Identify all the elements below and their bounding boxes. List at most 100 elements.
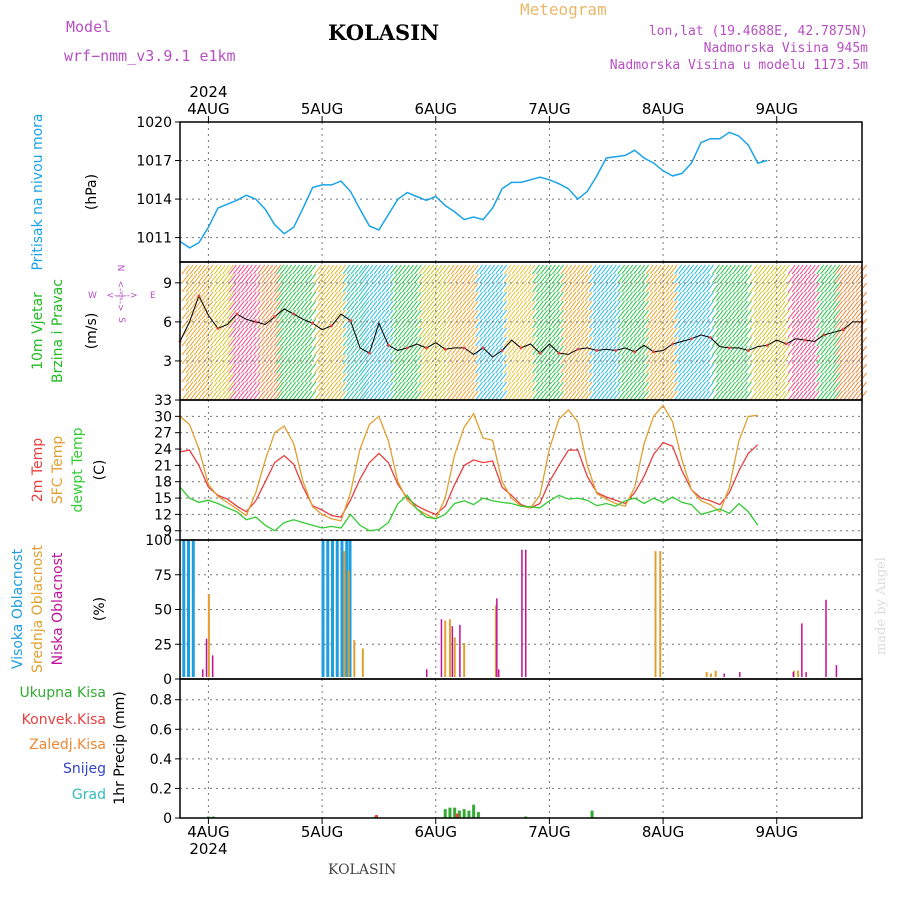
wind-barb [847, 372, 856, 383]
wind-barb [847, 345, 856, 356]
wind-barb [536, 300, 544, 311]
wind-barb [851, 381, 860, 392]
wind-barb [706, 354, 714, 365]
wind-barb [373, 381, 382, 392]
wind-barb [584, 291, 593, 302]
wind-speed-point [803, 338, 807, 342]
wind-barb [835, 381, 844, 392]
wind-barb [832, 327, 841, 338]
wind-barb [217, 372, 226, 383]
wind-barb [373, 291, 382, 302]
wind-barb [269, 363, 278, 374]
wind-barb [588, 309, 597, 320]
wind-barb [690, 291, 698, 302]
wind-barb [507, 264, 516, 275]
wind-barb [744, 390, 752, 401]
wind-barb [765, 372, 774, 383]
wind-barb [361, 336, 370, 347]
wind-barb [612, 300, 621, 311]
wind-barb [584, 381, 593, 392]
wind-barb [405, 345, 414, 356]
wind-barb [434, 282, 443, 293]
wind-barb [434, 264, 443, 275]
wind-barb [584, 336, 593, 347]
wind-barb [442, 363, 451, 374]
wind-barb [330, 282, 339, 293]
wind-barb [828, 318, 837, 329]
wind-barb [665, 372, 674, 383]
wind-barb [284, 372, 293, 383]
wind-barb [499, 282, 508, 293]
wind-barb [706, 390, 714, 401]
wind-barb [698, 309, 706, 320]
wind-barb [824, 264, 833, 275]
wind-barb [193, 309, 202, 320]
wind-barb [358, 390, 367, 401]
wind-barb [201, 309, 210, 320]
wind-barb [265, 282, 274, 293]
wind-barb [777, 300, 786, 311]
wind-barb [350, 273, 359, 284]
wind-barb [678, 381, 686, 392]
wind-barb [633, 291, 642, 302]
wind-barb [413, 327, 422, 338]
wind-barb [568, 354, 577, 365]
wind-barb-band [816, 264, 841, 401]
wind-barb [450, 336, 459, 347]
wind-barb [712, 354, 720, 365]
wind-barb [728, 282, 736, 293]
wind-barb [252, 291, 261, 302]
wind-barb [669, 345, 678, 356]
wind-barb [807, 372, 816, 383]
convective-rain-bar [455, 813, 459, 818]
wind-barb [358, 381, 367, 392]
wind-barb [487, 336, 496, 347]
wind-barb [507, 300, 516, 311]
wind-barb [649, 282, 658, 293]
wind-barb [665, 381, 674, 392]
wind-barb [342, 309, 351, 320]
wind-barb [584, 300, 593, 311]
wind-barb [314, 318, 323, 329]
wind-barb [466, 336, 475, 347]
wind-barb [584, 327, 593, 338]
wind-barb [232, 318, 241, 329]
wind-barb [422, 372, 431, 383]
wind-barb [240, 318, 249, 329]
compass-arrow-horizontal: <--|--> [106, 291, 137, 301]
wind-barb [698, 291, 706, 302]
wind-barb [248, 336, 257, 347]
wind-barb [495, 309, 504, 320]
wind-barb [265, 354, 274, 365]
wind-barb [851, 372, 860, 383]
wind-barb [661, 300, 670, 311]
wind-barb [225, 291, 234, 302]
wind-barb [422, 300, 431, 311]
wind-barb [450, 309, 459, 320]
wind-barb [491, 291, 500, 302]
wind-barb [244, 381, 253, 392]
wind-barb [458, 327, 467, 338]
wind-barb [787, 372, 796, 383]
wind-barb [724, 327, 732, 338]
sfc-temp-line [179, 404, 758, 522]
wind-barb [314, 363, 323, 374]
wind-barb [288, 264, 297, 275]
wind-barb [732, 291, 740, 302]
wind-barb [645, 291, 654, 302]
wind-barb [544, 309, 552, 320]
wind-barb [777, 318, 786, 329]
wind-barb [702, 300, 710, 311]
wind-speed-point [330, 324, 333, 328]
wind-barb [257, 291, 266, 302]
wind-barb [732, 363, 740, 374]
wind-barb [265, 336, 274, 347]
wind-barb [346, 300, 355, 311]
wind-barb [761, 381, 770, 392]
wind-barb [181, 390, 190, 401]
wind-barb [244, 300, 253, 311]
wind-barb [645, 300, 654, 311]
wind-barb [232, 327, 241, 338]
wind-barb [820, 318, 829, 329]
wind-barb [385, 300, 394, 311]
